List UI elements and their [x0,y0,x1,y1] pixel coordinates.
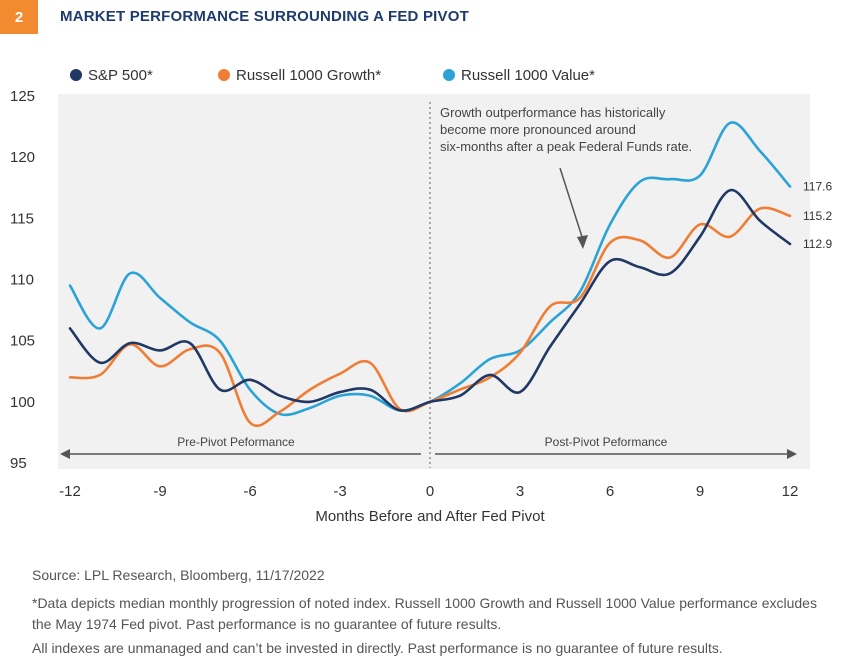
legend-label: Russell 1000 Growth* [236,67,381,84]
series-end-label: 117.6 [803,180,832,194]
x-tick-label: -6 [243,483,256,500]
x-tick-label: 0 [426,483,434,500]
footnote: *Data depicts median monthly progression… [32,595,817,632]
series-line [68,188,792,413]
x-tick-label: -12 [59,483,81,500]
y-tick-label: 120 [10,149,35,166]
post-pivot-label: Post-Pivot Peformance [545,435,668,449]
legend-marker [218,69,230,81]
pre-pivot-arrow-head [60,449,70,459]
figure-number-badge: 2 [0,0,38,34]
y-tick-label: 110 [10,272,34,289]
series-end-label: 112.9 [803,237,832,251]
source-note: Source: LPL Research, Bloomberg, 11/17/2… [32,567,325,583]
legend-label: Russell 1000 Value* [461,67,595,84]
x-tick-label: -9 [153,483,166,500]
callout-arrow-line [559,167,584,241]
callout-text: Growth outperformance has historically [440,105,666,120]
pre-pivot-label: Pre-Pivot Peformance [177,435,295,449]
legend-label: S&P 500* [88,67,153,84]
y-tick-label: 125 [10,88,35,105]
x-tick-label: 3 [516,483,524,500]
x-axis-label: Months Before and After Fed Pivot [315,508,545,525]
legend-marker [443,69,455,81]
plot-background [58,94,810,469]
line-chart: 95 100 105 110 115 120 125 -12 -9 -6 -3 0 3 6 9 12 Month… [10,67,832,525]
chart-title: MARKET PERFORMANCE SURROUNDING A FED PIV… [60,8,469,25]
x-tick-label: 6 [606,483,614,500]
x-tick-label: -3 [333,483,346,500]
y-tick-label: 105 [10,333,35,350]
legend-marker [70,69,82,81]
x-tick-label: 12 [782,483,799,500]
y-tick-label: 95 [10,455,27,472]
post-pivot-arrow-head [787,449,797,459]
y-tick-label: 100 [10,394,35,411]
callout-text: become more pronounced around [440,122,636,137]
callout-text: six-months after a peak Federal Funds ra… [440,139,692,154]
callout-arrow-head [577,235,588,249]
series-end-label: 115.2 [803,209,832,223]
y-tick-label: 115 [10,210,34,227]
x-tick-label: 9 [696,483,704,500]
disclaimer: All indexes are unmanaged and can’t be i… [32,640,723,656]
